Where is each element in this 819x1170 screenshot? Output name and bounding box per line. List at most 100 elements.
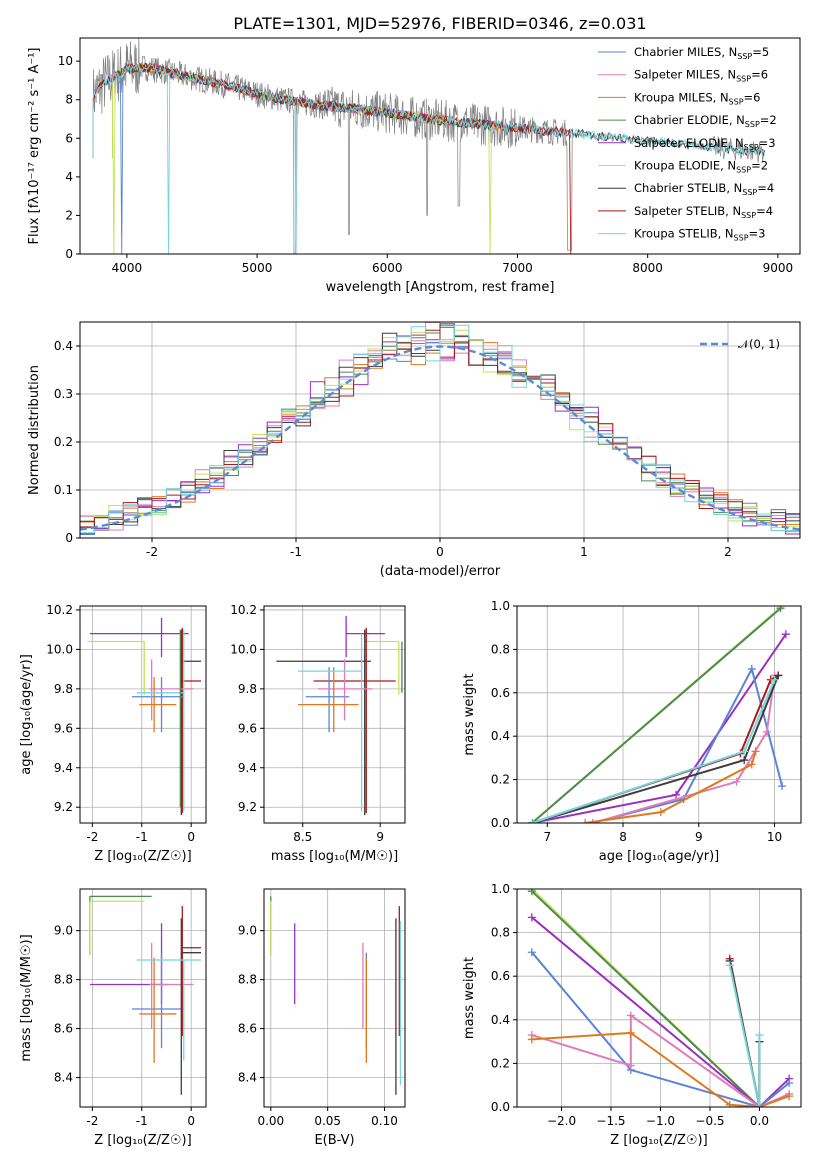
mass-vs-metallicity-panel: -2 -1 0 8.4 8.6 8.8 9.0 Z [log₁₀(Z/Z☉)] mass [lo… (19, 888, 207, 1148)
legend-count: =6 (751, 68, 768, 82)
mass-vs-ebv-panel: 0.00 0.05 0.10 8.4 8.6 8.8 9.0 E(B-V) (238, 888, 406, 1148)
mass-weight-marker (581, 819, 590, 823)
x-tick-label: 0.10 (371, 1114, 398, 1128)
mass-weight-marker (528, 819, 537, 823)
mass-weight-marker (527, 889, 536, 896)
y-axis-label: mass [log₁₀(M/M☉)] (19, 934, 34, 1061)
x-tick-label: −2.0 (547, 1114, 576, 1128)
legend-entry: Kroupa ELODIE, NSSP=2 (634, 159, 768, 175)
x-tick-label: 5000 (242, 261, 273, 275)
legend-subscript: SSP (736, 75, 751, 84)
y-tick-label: 9.0 (54, 924, 73, 938)
mass-weight-marker (740, 756, 749, 765)
legend-entry: Salpeter MILES, NSSP=6 (634, 68, 768, 84)
legend-count: =4 (756, 204, 773, 218)
mass-weight-marker (785, 1079, 794, 1088)
legend-entry: Chabrier ELODIE, NSSP=2 (634, 113, 777, 129)
legend-label: Salpeter STELIB, N (634, 204, 741, 218)
mass-weight-marker (527, 1035, 536, 1044)
residual-histogram-panel: -2 -1 0 1 2 0 0.1 0.2 0.3 0.4 (data-model)/error No… (27, 321, 801, 579)
legend-count: =6 (744, 90, 761, 104)
mass-weight-marker (656, 808, 665, 817)
x-tick-label: −1.5 (596, 1114, 625, 1128)
y-tick-label: 0.6 (491, 969, 510, 983)
x-tick-label: 6000 (372, 261, 403, 275)
y-tick-label: 0.8 (491, 926, 510, 940)
x-tick-label: 7000 (502, 261, 533, 275)
y-tick-label: 9.8 (238, 682, 257, 696)
plot-area (276, 615, 403, 816)
legend-count: =3 (759, 136, 776, 150)
y-tick-label: 0.2 (54, 435, 73, 449)
y-tick-label: 0.0 (491, 1100, 510, 1114)
y-tick-label: 10.0 (46, 642, 73, 656)
y-tick-label: 10.2 (230, 603, 257, 617)
legend-entry: Chabrier STELIB, NSSP=4 (634, 181, 774, 197)
legend-entry: Kroupa STELIB, NSSP=3 (634, 227, 765, 243)
legend-count: =2 (751, 159, 768, 173)
plot-area (87, 617, 202, 816)
mass-weight-marker (755, 1031, 764, 1040)
legend-label: Chabrier ELODIE, N (634, 113, 745, 127)
y-tick-label: 0.3 (54, 387, 73, 401)
y-tick-label: 6 (65, 131, 73, 145)
age-vs-metallicity-panel: -2 -1 0 9.2 9.4 9.6 9.8 10.0 10.2 Z [log₁₀(Z/Z☉)]… (19, 603, 207, 864)
legend-subscript: SSP (741, 211, 756, 220)
mass-weight-marker (774, 671, 783, 680)
x-tick-label: 8 (619, 830, 627, 844)
y-tick-label: 8 (65, 93, 73, 107)
legend-label: Salpeter ELODIE, N (634, 136, 744, 150)
plot-area (80, 322, 800, 535)
mass-weight-vs-metallicity-panel: −2.0 −1.5 −1.0 −0.5 0.0 0.0 0.2 0.4 0.6 0.8 1.0 Z [… (462, 882, 802, 1148)
legend-subscript: SSP (729, 97, 744, 106)
mass-weight-vs-age-panel: 7 8 9 10 0.0 0.2 0.4 0.6 0.8 1.0 age [log₁₀(age/yr… (462, 599, 802, 864)
x-axis-label: E(B-V) (314, 1133, 354, 1148)
legend-entry: Salpeter STELIB, NSSP=4 (634, 204, 773, 220)
mass-weight-marker (747, 760, 756, 769)
x-tick-label: -2 (86, 1114, 98, 1128)
age-vs-mass-panel: 8.5 9 9.2 9.4 9.6 9.8 10.0 10.2 mass [log₁₀(M/M☉… (230, 603, 406, 864)
mass-weight-marker (781, 630, 790, 639)
mass-weight-marker (527, 948, 536, 957)
plot-area (270, 896, 402, 1095)
legend-entry: Salpeter ELODIE, NSSP=3 (634, 136, 776, 152)
y-axis-label: mass weight (462, 957, 477, 1039)
legend-entry: Kroupa MILES, NSSP=6 (634, 90, 760, 106)
y-tick-label: 0.4 (491, 1013, 510, 1027)
axes-frame (263, 605, 406, 824)
spectrum-panel: 4000 5000 6000 7000 8000 9000 0 2 4 6 8 10 wavelengt… (27, 37, 801, 295)
axes-frame (263, 888, 406, 1108)
y-tick-label: 9.0 (238, 924, 257, 938)
mass-weight-line (728, 965, 761, 1107)
x-tick-label: -1 (136, 830, 148, 844)
model-spectrum-line (92, 62, 766, 254)
y-axis-label: Flux [fλ10⁻¹⁷ erg cm⁻² s⁻¹ A⁻¹] (27, 48, 42, 245)
x-tick-label: 2 (724, 545, 732, 559)
x-tick-label: 0 (187, 1114, 195, 1128)
y-tick-label: 8.8 (238, 973, 257, 987)
x-tick-label: 9 (376, 830, 384, 844)
axes-frame (516, 888, 802, 1108)
y-tick-label: 2 (65, 208, 73, 222)
mass-weight-line (592, 675, 776, 823)
residual-histogram-step (80, 324, 800, 534)
y-tick-label: 0.6 (491, 686, 510, 700)
mass-weight-line (531, 607, 782, 823)
normal-distribution-curve (80, 345, 800, 531)
y-tick-label: 0.1 (54, 483, 73, 497)
axes-frame (79, 605, 207, 824)
y-tick-label: 9.4 (54, 761, 73, 775)
y-tick-label: 0 (65, 247, 73, 261)
mass-weight-marker (747, 664, 756, 673)
axes-frame (79, 37, 801, 255)
axes-frame (79, 888, 207, 1108)
legend-subscript: SSP (744, 143, 759, 152)
x-axis-label: Z [log₁₀(Z/Z☉)] (94, 1133, 191, 1148)
y-tick-label: 8.8 (54, 973, 73, 987)
x-tick-label: -1 (136, 1114, 148, 1128)
legend-subscript: SSP (736, 166, 751, 175)
mass-weight-line (585, 751, 757, 823)
mass-weight-marker (588, 819, 597, 823)
y-tick-label: 8.6 (54, 1022, 73, 1036)
